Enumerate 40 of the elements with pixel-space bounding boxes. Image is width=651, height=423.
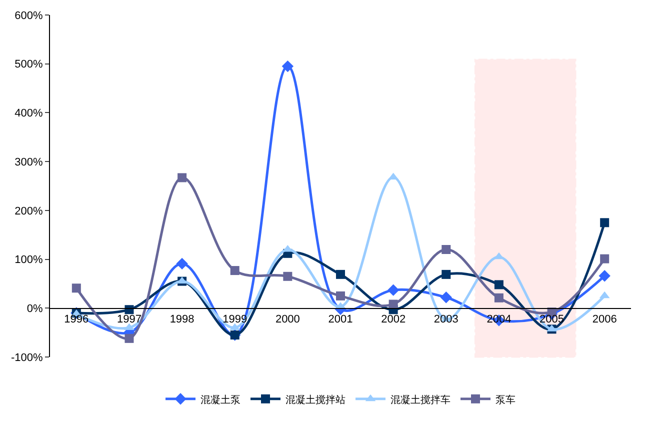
x-tick-label: 2006 <box>592 313 617 326</box>
y-tick-label: -100% <box>11 352 44 364</box>
point <box>72 284 81 293</box>
point <box>176 258 188 270</box>
legend-label: 混凝土搅拌车 <box>390 394 450 406</box>
x-tick-label: 2000 <box>275 313 300 326</box>
point <box>494 280 504 290</box>
legend-label: 混凝土搅拌站 <box>286 394 346 406</box>
point <box>600 218 610 228</box>
point <box>282 60 294 72</box>
point <box>442 270 451 279</box>
x-tick-label: 2002 <box>381 313 406 326</box>
point <box>598 270 610 282</box>
x-tick-label: 1996 <box>64 313 89 326</box>
x-tick-label: 1997 <box>116 313 142 326</box>
x-tick-label: 2003 <box>434 313 458 326</box>
point <box>440 292 452 304</box>
legend-label: 泵车 <box>496 394 516 406</box>
y-tick-label: 100% <box>14 254 44 266</box>
point <box>124 334 134 343</box>
point <box>442 245 451 254</box>
legend-label: 混凝土泵 <box>200 394 240 406</box>
y-tick-label: 500% <box>14 58 44 71</box>
point <box>178 173 187 182</box>
point <box>388 300 398 309</box>
y-tick-label: 600% <box>14 10 44 22</box>
y-tick-label: 200% <box>14 205 44 218</box>
y-tick-label: 0% <box>26 302 44 315</box>
x-tick-label: 1999 <box>222 313 248 326</box>
x-tick-label: 1998 <box>170 313 194 326</box>
y-tick-label: 400% <box>14 108 44 120</box>
point <box>494 293 504 302</box>
point <box>387 284 400 296</box>
point <box>600 254 610 264</box>
point <box>283 272 292 281</box>
point <box>336 291 345 300</box>
point <box>336 270 345 279</box>
x-tick-label: 2001 <box>328 313 353 326</box>
point <box>230 266 240 276</box>
y-tick-label: 300% <box>14 156 44 168</box>
